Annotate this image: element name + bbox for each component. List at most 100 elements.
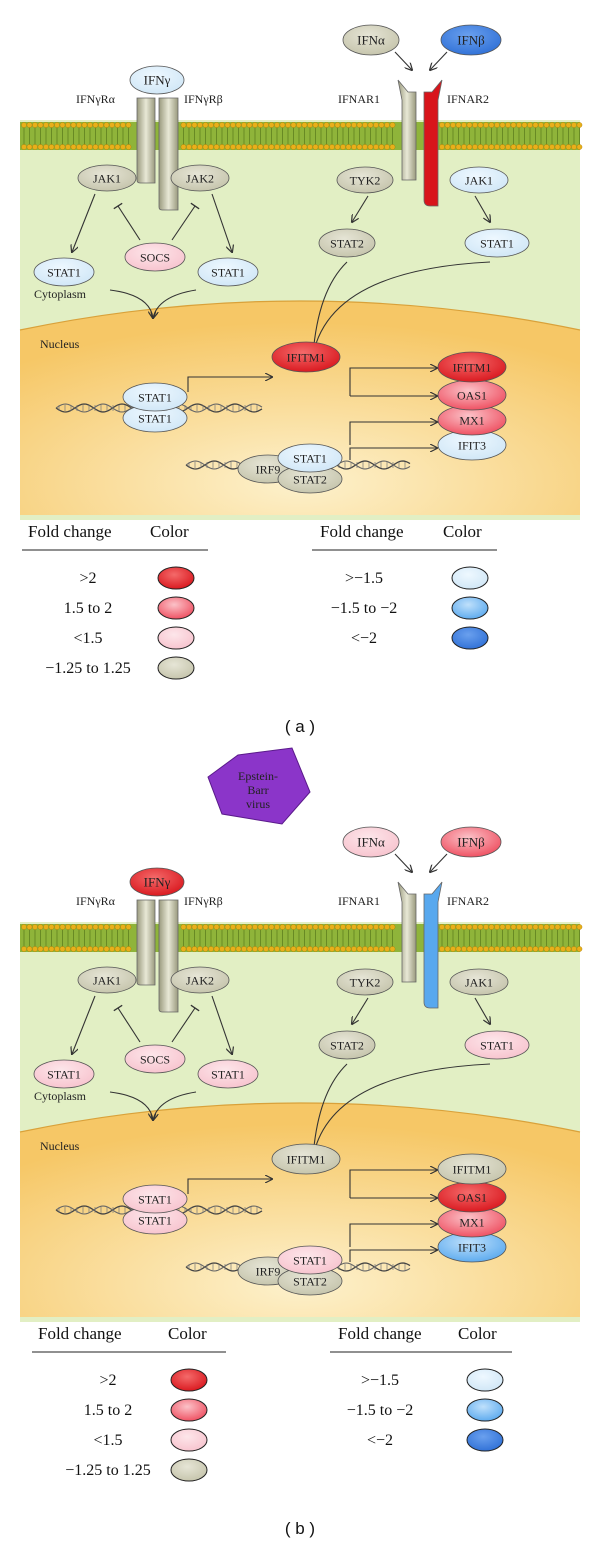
cell-membrane bbox=[20, 122, 583, 150]
legend-header-color: Color bbox=[168, 1324, 207, 1343]
irf9-node-label: IRF9 bbox=[256, 463, 281, 477]
isgf3-stat1-node-label: STAT1 bbox=[293, 452, 327, 466]
ifitm1-node-shape bbox=[437, 351, 507, 383]
legend-swatch bbox=[451, 566, 489, 590]
ifna-node-label: IFNα bbox=[357, 33, 385, 48]
cytoplasm-label: Cytoplasm bbox=[34, 287, 87, 301]
legend-swatch bbox=[157, 626, 195, 650]
stat2-cyto-node-label: STAT2 bbox=[330, 237, 364, 251]
panel-caption: ( b ) bbox=[285, 1519, 315, 1538]
legend-swatch bbox=[451, 626, 489, 650]
jak2-to-stat1-arrow bbox=[211, 193, 232, 252]
ifitm1-single-node: IFITM1 bbox=[271, 1143, 341, 1175]
stat1-mid-to-nucleus bbox=[153, 289, 197, 318]
jak1-to-stat1-arrow bbox=[474, 997, 490, 1024]
ifnb-node: IFNβ bbox=[440, 24, 502, 56]
mx1-node-label: MX1 bbox=[459, 1216, 484, 1230]
isgf3-stat1-node-shape bbox=[277, 1245, 343, 1275]
ifnb-node-shape bbox=[440, 24, 502, 56]
tyk2-node: TYK2 bbox=[336, 166, 394, 194]
isgf3-stat1-node: STAT1 bbox=[277, 1245, 343, 1275]
ifng-node-label: IFNγ bbox=[144, 73, 171, 88]
nucleus-label: Nucleus bbox=[40, 1139, 80, 1153]
ifit3-node: IFIT3 bbox=[437, 429, 507, 461]
oas1-node: OAS1 bbox=[437, 379, 507, 411]
stat2-to-nucleus bbox=[313, 1063, 348, 1157]
stat1-right-node-shape bbox=[464, 1030, 530, 1060]
legend-swatch bbox=[170, 1368, 208, 1392]
socs-inhibits-jak2 bbox=[171, 1007, 196, 1043]
isgf3-stat2-node-label: STAT2 bbox=[293, 1275, 327, 1289]
isgf3-stat1-node-label: STAT1 bbox=[293, 1254, 327, 1268]
stat1-mid-node: STAT1 bbox=[197, 257, 259, 287]
ifna-arrow bbox=[394, 51, 412, 70]
legend-header-color: Color bbox=[150, 522, 189, 541]
jak1-to-stat1-arrow bbox=[72, 193, 96, 252]
ifnar2-label: IFNAR2 bbox=[447, 894, 489, 908]
legend-label: >2 bbox=[99, 1372, 116, 1389]
cell-membrane bbox=[20, 924, 583, 952]
jak1-left-node-label: JAK1 bbox=[93, 974, 121, 988]
legend-header-fold: Fold change bbox=[28, 522, 112, 541]
jak2-node-label: JAK2 bbox=[186, 172, 214, 186]
legend-label: −1.25 to 1.25 bbox=[65, 1462, 150, 1479]
ifngr-beta-label: IFNγRβ bbox=[184, 894, 223, 908]
legend-swatch bbox=[157, 566, 195, 590]
ifitm1-single-node: IFITM1 bbox=[271, 341, 341, 373]
ifitm1-node-shape bbox=[437, 1153, 507, 1185]
legend-swatch bbox=[466, 1428, 504, 1452]
tyk2-node: TYK2 bbox=[336, 968, 394, 996]
jak1-right-node: JAK1 bbox=[449, 968, 509, 996]
panel-a: IFNγ IFNα IFNβ IFNγRα IFNγRβ IFNAR1 IFNAR2 JAK1… bbox=[19, 24, 583, 736]
jak1-left-node-label: JAK1 bbox=[93, 172, 121, 186]
socs-node-label: SOCS bbox=[140, 251, 170, 265]
nucleus bbox=[20, 301, 580, 515]
jak1-to-stat1-arrow bbox=[474, 195, 490, 222]
legend-label: 1.5 to 2 bbox=[64, 600, 112, 617]
stat1-mid-node-shape bbox=[197, 257, 259, 287]
isre-to-ifitm1-arrow bbox=[349, 1170, 437, 1198]
jak1-right-node: JAK1 bbox=[449, 166, 509, 194]
legend-header-fold: Fold change bbox=[38, 1324, 122, 1343]
stat1-right-node: STAT1 bbox=[464, 1030, 530, 1060]
socs-inhibits-jak2-bar bbox=[190, 202, 200, 210]
stat1-dimer-top-node-label: STAT1 bbox=[138, 391, 172, 405]
ifit3-node: IFIT3 bbox=[437, 1231, 507, 1263]
stat1-mid-node-label: STAT1 bbox=[211, 1068, 245, 1082]
mx1-node: MX1 bbox=[437, 404, 507, 436]
isgf3-stat2-node: STAT2 bbox=[277, 464, 343, 494]
socs-node-shape bbox=[124, 242, 186, 272]
tyk2-node-label: TYK2 bbox=[350, 976, 381, 990]
jak2-node: JAK2 bbox=[170, 164, 230, 192]
ifnb-arrow bbox=[430, 51, 448, 70]
irf9-node-label: IRF9 bbox=[256, 1265, 281, 1279]
isre-to-ifit3-arrow bbox=[349, 1250, 437, 1262]
stat1-dimer-top-node: STAT1 bbox=[122, 1184, 188, 1214]
legend-label: >−1.5 bbox=[361, 1372, 399, 1389]
gas-to-ifitm1-arrow bbox=[187, 377, 272, 392]
ifna-node-shape bbox=[342, 24, 400, 56]
legend-label: −1.5 to −2 bbox=[347, 1402, 414, 1419]
legend-label: −1.25 to 1.25 bbox=[45, 660, 130, 677]
ifnb-arrow bbox=[430, 853, 448, 872]
jak1-right-node-shape bbox=[449, 166, 509, 194]
nucleus-label: Nucleus bbox=[40, 337, 80, 351]
ifng-node: IFNγ bbox=[129, 65, 185, 95]
stat2-cyto-node-shape bbox=[318, 228, 376, 258]
legend-label: 1.5 to 2 bbox=[84, 1402, 132, 1419]
legend-swatch bbox=[157, 656, 195, 680]
ifnar2-label: IFNAR2 bbox=[447, 92, 489, 106]
stat2-cyto-node: STAT2 bbox=[318, 1030, 376, 1060]
stat2-to-nucleus bbox=[313, 261, 348, 355]
legend-label: >−1.5 bbox=[345, 570, 383, 587]
ifit3-node-label: IFIT3 bbox=[458, 439, 486, 453]
jak2-node-shape bbox=[170, 164, 230, 192]
legend-label: <−2 bbox=[367, 1432, 393, 1449]
tyk2-node-shape bbox=[336, 968, 394, 996]
jak1-left-node: JAK1 bbox=[77, 966, 137, 994]
stat1-right-node-shape bbox=[464, 228, 530, 258]
ifngr-alpha-label: IFNγRα bbox=[76, 92, 116, 106]
ifnar2-shape bbox=[423, 881, 443, 1009]
stat1-left-node: STAT1 bbox=[33, 257, 95, 287]
